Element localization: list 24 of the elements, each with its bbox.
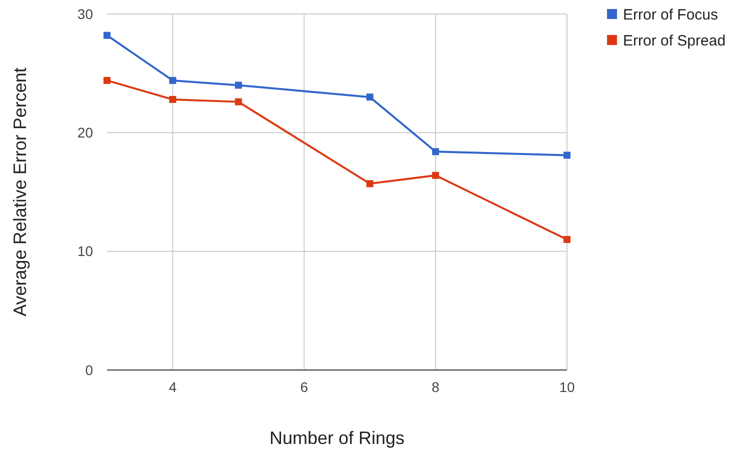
x-tick-label: 8 <box>432 379 440 395</box>
point <box>234 98 242 106</box>
point <box>432 148 440 156</box>
y-axis-title: Average Relative Error Percent <box>10 68 30 316</box>
x-axis-title: Number of Rings <box>269 428 405 448</box>
x-tick-label: 6 <box>300 379 308 395</box>
point <box>564 152 570 159</box>
point <box>169 76 176 84</box>
point <box>366 94 374 101</box>
y-tick-label: 10 <box>77 243 94 260</box>
x-tick-label: 10 <box>559 379 575 395</box>
point <box>104 76 110 84</box>
point <box>564 236 570 243</box>
y-tick-label: 20 <box>77 124 94 141</box>
x-tick-label: 4 <box>168 379 177 395</box>
legend-label: Error of Focus <box>623 6 718 24</box>
point <box>234 82 242 89</box>
y-tick-label: 30 <box>77 6 94 22</box>
y-tick-label: 0 <box>85 362 94 378</box>
point <box>104 32 110 39</box>
point <box>432 172 440 179</box>
legend-label: Error of Spread <box>623 32 726 50</box>
point <box>169 96 176 103</box>
point <box>366 180 374 188</box>
